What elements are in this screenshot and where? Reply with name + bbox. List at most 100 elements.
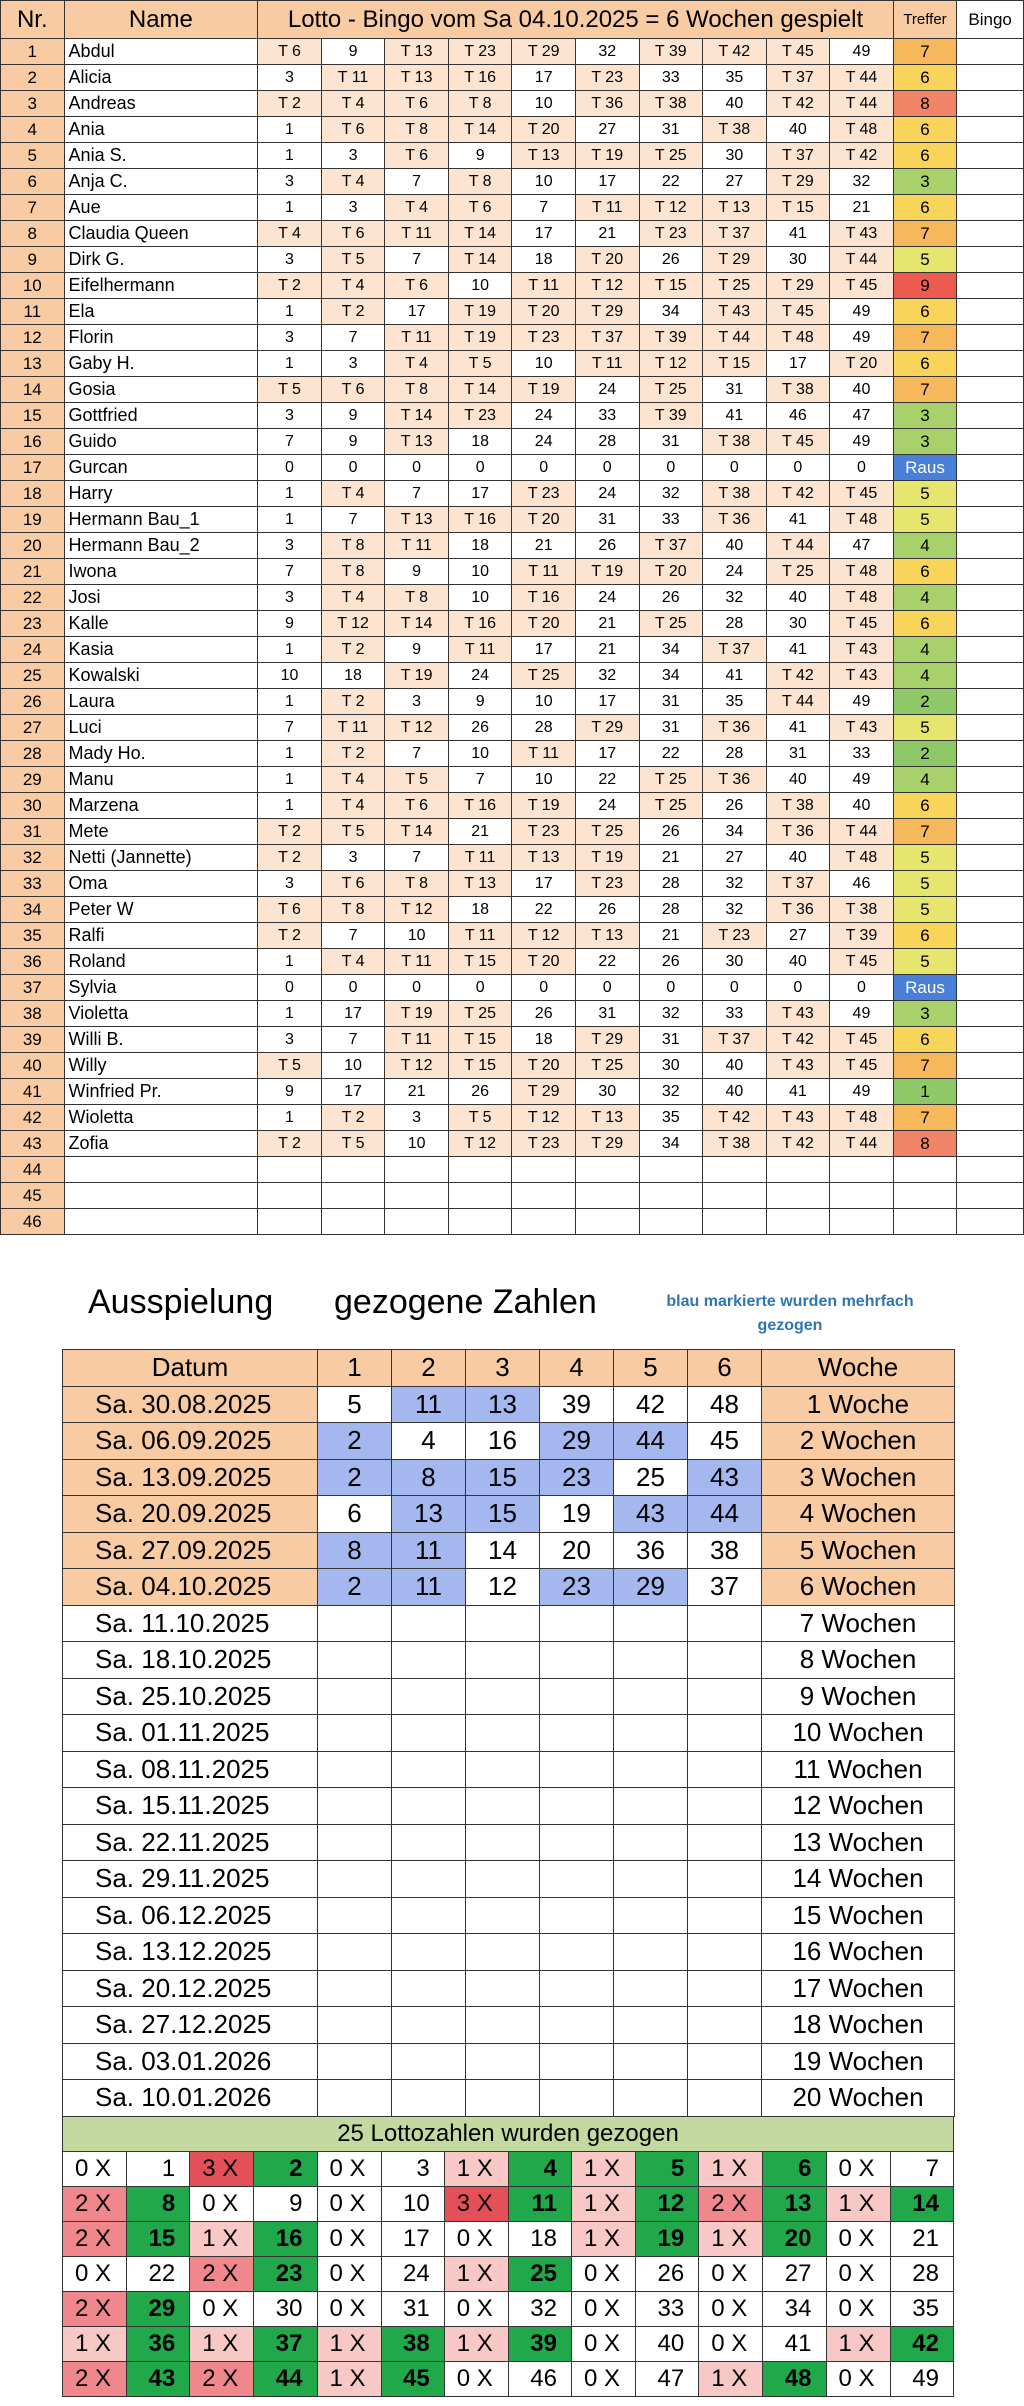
player-bingo [956,558,1024,585]
player-pick: 28 [702,610,767,637]
player-pick: T 12 [511,922,576,949]
frequency-count: 0 X [316,2291,382,2327]
draw-number [687,1969,762,2007]
player-name: Winfried Pr. [63,1078,259,1105]
frequency-count: 2 X [61,2221,128,2257]
player-pick: 26 [702,792,767,819]
player-pick: 32 [638,1078,704,1105]
player-bingo [956,688,1024,715]
player-bingo [956,298,1024,325]
player-pick: T 4 [384,194,449,221]
player-pick: 34 [638,662,704,689]
frequency-count: 0 X [443,2221,509,2257]
player-pick: 3 [320,844,386,871]
player-pick: 9 [320,38,386,65]
player-pick: 32 [829,168,894,195]
player-pick: 30 [638,1052,704,1079]
draw-number [687,1641,762,1679]
player-pick: 7 [384,480,449,507]
player-pick: T 20 [511,506,576,533]
draw-number: 20 [539,1531,614,1569]
player-pick: 0 [384,454,449,481]
player-pick: 17 [574,168,640,195]
player-pick: T 36 [765,896,831,923]
draw-row: Sa. 22.11.2025 13 Wochen [62,1823,955,1861]
player-pick: 32 [702,584,767,611]
player-pick: T 25 [638,142,704,169]
player-pick: T 29 [765,168,831,195]
player-pick: T 45 [765,38,831,65]
player-nr: 1 [0,38,65,65]
draw-number: 44 [613,1422,688,1460]
frequency-row: 2 X 43 2 X 44 1 X 45 0 X 46 0 X 47 1 X 48 0 X 49 [61,2361,955,2397]
draw-number: 36 [613,1531,688,1569]
player-treffer: 7 [892,324,958,351]
draw-number: 44 [687,1495,762,1533]
player-pick: T 43 [765,1104,831,1131]
player-name: Peter W [63,896,259,923]
player-pick: T 15 [447,1026,513,1053]
draw-number [613,1604,688,1642]
player-pick: 10 [384,1130,449,1157]
header-nr: Nr. [0,0,65,39]
draw-row: Sa. 20.09.2025 6 13 15 19 43 44 4 Wochen [62,1495,955,1533]
draw-week: 15 Wochen [761,1896,955,1934]
player-nr: 16 [0,428,65,455]
player-name: Mady Ho. [63,740,259,767]
player-pick: T 25 [638,792,704,819]
player-pick: T 43 [829,662,894,689]
player-pick: 33 [638,64,704,91]
draw-number: 11 [391,1531,466,1569]
player-pick: T 12 [638,350,704,377]
frequency-count: 0 X [443,2361,509,2397]
player-row: 45 [0,1182,1024,1209]
player-nr: 46 [0,1208,65,1235]
player-pick: T 14 [384,610,449,637]
frequency-number: 7 [889,2151,955,2187]
player-pick: 40 [829,376,894,403]
draw-number [391,1604,466,1642]
player-treffer: 6 [892,298,958,325]
player-treffer: 6 [892,1026,958,1053]
draw-number [317,1860,392,1898]
player-pick: 41 [702,662,767,689]
player-name: Hermann Bau_1 [63,506,259,533]
player-treffer: 8 [892,90,958,117]
player-pick: T 29 [702,246,767,273]
frequency-number: 29 [126,2291,191,2327]
draw-week: 11 Wochen [761,1750,955,1788]
player-nr: 24 [0,636,65,663]
draw-number [465,1896,540,1934]
player-pick: 26 [574,532,640,559]
player-bingo [956,402,1024,429]
player-pick: 21 [638,922,704,949]
draw-week: 19 Wochen [761,2042,955,2080]
player-pick: 40 [702,532,767,559]
player-pick: T 39 [638,324,704,351]
frequency-count: 0 X [570,2361,637,2397]
player-pick: 1 [257,740,322,767]
player-pick: T 19 [447,324,513,351]
player-row: 21 Iwona 7 T 8 9 10 T 11 T 19 T 20 24 T 25 T 48 6 [0,558,1024,585]
player-pick: 21 [638,844,704,871]
player-treffer: 6 [892,194,958,221]
draw-number [465,1604,540,1642]
player-pick: 46 [765,402,831,429]
draw-number [317,1823,392,1861]
player-pick: 28 [574,428,640,455]
player-nr: 23 [0,610,65,637]
frequency-number: 19 [635,2221,700,2257]
player-pick: 27 [765,922,831,949]
player-treffer: Raus [892,454,958,481]
player-nr: 39 [0,1026,65,1053]
draw-number [613,1969,688,2007]
draw-number: 23 [539,1458,614,1496]
player-pick: 47 [829,532,894,559]
frequency-count: 1 X [316,2326,382,2362]
player-pick: T 14 [384,402,449,429]
draw-week: 7 Wochen [761,1604,955,1642]
player-nr: 13 [0,350,65,377]
frequency-count: 0 X [825,2361,891,2397]
draw-number [687,1677,762,1715]
